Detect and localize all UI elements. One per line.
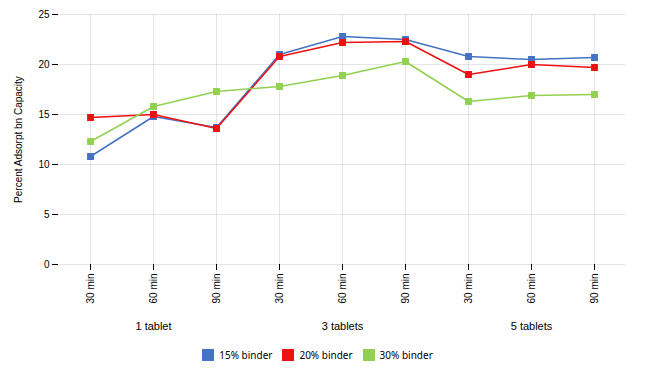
svg-text:Percent Adsorpt bn Capacity: Percent Adsorpt bn Capacity <box>13 76 24 203</box>
svg-text:30 min: 30 min <box>274 274 285 304</box>
svg-text:60 min: 60 min <box>526 274 537 304</box>
svg-text:90 min: 90 min <box>400 274 411 304</box>
html-text:30% binder: 30% binder <box>379 347 433 362</box>
svg-text:0: 0 <box>44 259 50 270</box>
svg-text:15: 15 <box>38 109 50 120</box>
svg-text:30 min: 30 min <box>85 274 96 304</box>
svg-text:25: 25 <box>38 9 50 20</box>
svg-text:60 min: 60 min <box>148 274 159 304</box>
svg-text:90 min: 90 min <box>589 274 600 304</box>
svg-text:90 min: 90 min <box>211 274 222 304</box>
html-text:20% binder: 20% binder <box>299 347 353 362</box>
svg-text:5 tablets: 5 tablets <box>511 320 553 332</box>
svg-text:5: 5 <box>44 209 50 220</box>
svg-text:1 tablet: 1 tablet <box>135 320 171 332</box>
svg-text:3 tablets: 3 tablets <box>322 320 364 332</box>
html-text:15% binder: 15% binder <box>219 347 273 362</box>
svg-text:10: 10 <box>38 159 50 170</box>
svg-text:30 min: 30 min <box>463 274 474 304</box>
svg-text:20: 20 <box>38 59 50 70</box>
svg-text:60 min: 60 min <box>337 274 348 304</box>
